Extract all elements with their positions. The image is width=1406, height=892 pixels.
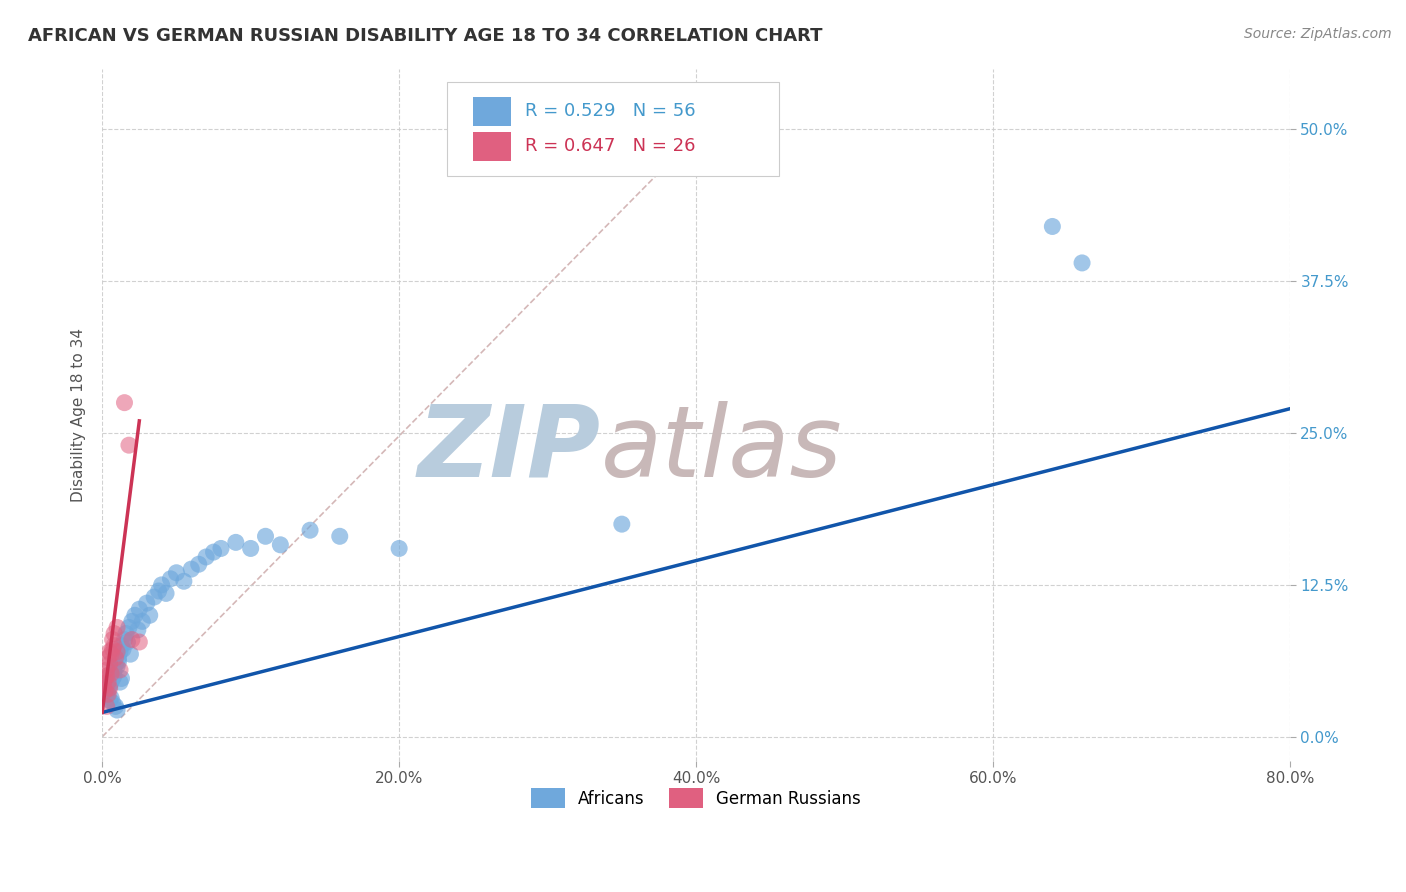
Point [108,645,131,659]
Y-axis label: Disability Age 18 to 34: Disability Age 18 to 34 [72,327,86,502]
Point [124,608,146,623]
Text: R = 0.647   N = 26: R = 0.647 N = 26 [524,137,696,155]
Point [127,623,149,637]
Point [110,639,132,653]
Point [165,566,187,580]
Point [97,683,120,698]
Point [131,615,153,629]
Point [159,572,181,586]
Text: Source: ZipAtlas.com: Source: ZipAtlas.com [1244,27,1392,41]
Point [98,645,121,659]
Text: R = 0.529   N = 56: R = 0.529 N = 56 [524,103,696,120]
Text: atlas: atlas [600,401,842,498]
Text: AFRICAN VS GERMAN RUSSIAN DISABILITY AGE 18 TO 34 CORRELATION CHART: AFRICAN VS GERMAN RUSSIAN DISABILITY AGE… [28,27,823,45]
Point [1040,219,1063,234]
Point [107,655,129,669]
Point [97,687,120,701]
Point [100,666,122,681]
FancyBboxPatch shape [447,82,779,176]
Point [117,635,139,649]
Point [299,523,322,537]
Point [1071,256,1094,270]
Point [128,602,150,616]
Point [114,632,136,647]
Point [388,541,411,556]
Point [104,657,127,671]
Point [96,669,118,683]
Point [105,703,128,717]
Point [105,645,128,659]
Point [105,620,128,634]
Point [150,578,173,592]
Point [96,687,118,701]
Point [187,558,209,572]
Point [108,675,131,690]
Point [98,681,121,695]
Point [103,669,125,683]
Point [173,574,195,589]
Point [104,699,127,714]
Point [180,562,202,576]
Point [98,693,121,707]
Point [610,517,633,532]
Point [128,635,150,649]
Point [155,586,177,600]
Point [103,626,125,640]
Point [97,675,120,690]
Point [111,642,134,657]
Legend: Africans, German Russians: Africans, German Russians [524,781,868,815]
Point [202,545,225,559]
Point [118,438,141,452]
Point [96,663,118,677]
Point [110,672,132,686]
Point [120,647,142,661]
Point [329,529,352,543]
Point [118,620,141,634]
Point [239,541,262,556]
Point [138,608,160,623]
Point [135,596,157,610]
Point [103,663,125,677]
Point [225,535,247,549]
Point [101,672,124,686]
Point [100,647,122,661]
Point [98,657,121,671]
FancyBboxPatch shape [472,131,510,161]
Point [94,672,117,686]
Point [101,696,124,710]
Point [101,632,124,647]
Point [103,639,125,653]
Point [98,679,121,693]
Point [254,529,277,543]
Point [100,690,122,705]
FancyBboxPatch shape [472,97,510,126]
Point [101,642,124,657]
Point [115,626,138,640]
Point [121,615,143,629]
Point [107,650,129,665]
Point [94,681,117,695]
Point [269,538,291,552]
Point [209,541,232,556]
Text: ZIP: ZIP [418,401,600,498]
Point [97,650,120,665]
Point [148,584,170,599]
Point [94,683,117,698]
Point [96,699,118,714]
Point [104,650,127,665]
Point [143,590,166,604]
Point [195,549,218,564]
Point [100,675,122,690]
Point [105,659,128,673]
Point [93,679,115,693]
Point [108,663,131,677]
Point [114,395,136,409]
Point [121,632,143,647]
